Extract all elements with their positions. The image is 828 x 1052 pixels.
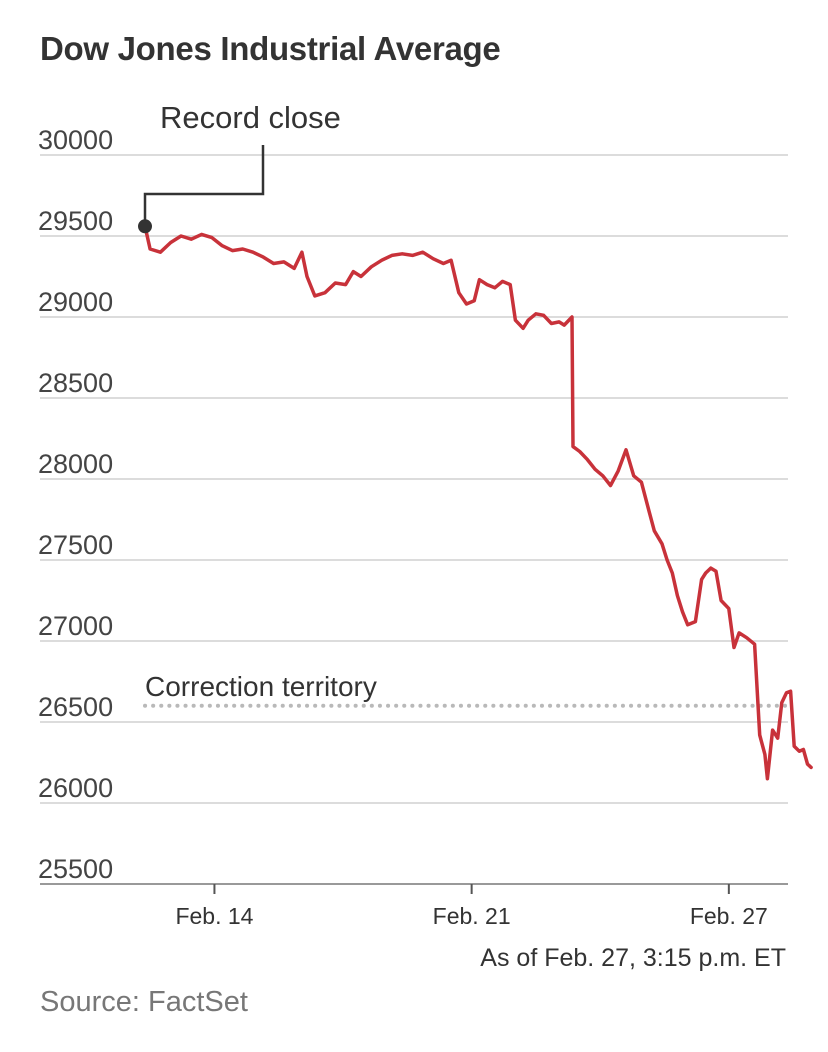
y-tick-label: 27000 xyxy=(38,611,113,641)
record-close-annotation: Record close xyxy=(138,100,341,234)
gridlines xyxy=(40,154,788,804)
y-tick-labels: 30000 29500 29000 28500 28000 27500 27000 26500… xyxy=(38,125,113,884)
x-tick-label: Feb. 21 xyxy=(433,903,511,929)
y-tick-label: 30000 xyxy=(38,125,113,155)
source-note: Source: FactSet xyxy=(40,986,248,1018)
chart-title: Dow Jones Industrial Average xyxy=(40,30,501,67)
y-tick-label: 25500 xyxy=(38,854,113,884)
correction-territory-label: Correction territory xyxy=(145,671,377,702)
x-tick-label: Feb. 27 xyxy=(690,903,768,929)
record-close-leader-line xyxy=(143,145,265,227)
y-tick-label: 26000 xyxy=(38,773,113,803)
correction-territory: Correction territory xyxy=(143,671,790,708)
x-tick-label: Feb. 14 xyxy=(175,903,253,929)
series-line-dow xyxy=(143,224,813,781)
y-tick-label: 29500 xyxy=(38,206,113,236)
y-tick-label: 28000 xyxy=(38,449,113,479)
y-tick-label: 28500 xyxy=(38,368,113,398)
y-tick-label: 29000 xyxy=(38,287,113,317)
y-tick-label: 26500 xyxy=(38,692,113,722)
y-tick-label: 27500 xyxy=(38,530,113,560)
record-close-label: Record close xyxy=(160,100,341,135)
footnote: As of Feb. 27, 3:15 p.m. ET xyxy=(480,944,786,972)
x-tick-labels: Feb. 14 Feb. 21 Feb. 27 xyxy=(175,884,768,929)
record-close-marker xyxy=(138,219,152,234)
